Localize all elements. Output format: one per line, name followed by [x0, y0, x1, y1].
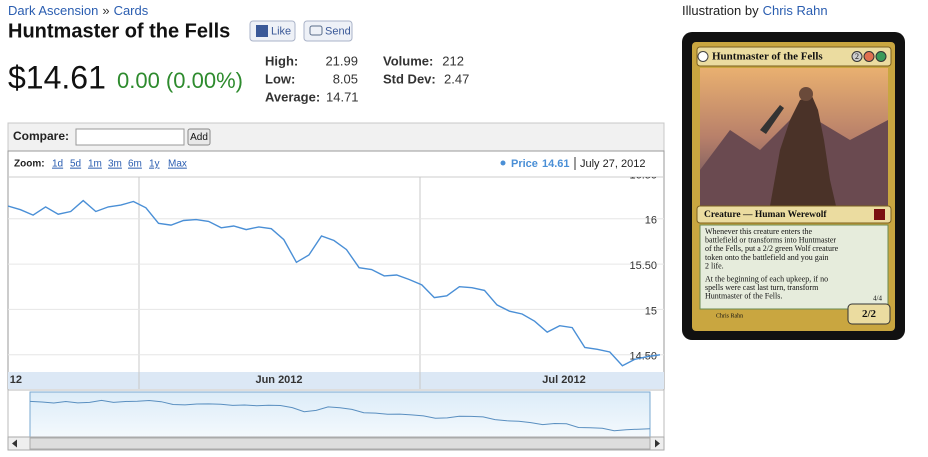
facebook-icon [256, 25, 268, 37]
zoom-option[interactable]: 1y [149, 159, 160, 170]
card-rules-line: Huntmaster of the Fells. [705, 292, 782, 301]
illustration-label: Illustration by [682, 3, 759, 18]
like-label[interactable]: Like [271, 25, 291, 37]
x-axis-band [8, 372, 664, 389]
legend-value: 14.61 [542, 158, 570, 170]
zoom-label: Zoom: [14, 159, 45, 170]
card-text-box [699, 224, 889, 310]
scroll-thumb[interactable] [29, 437, 651, 450]
stat-label: High: [265, 53, 298, 68]
card-rules-line: token onto the battlefield and you gain [705, 253, 829, 262]
breadcrumb: Dark Ascension » Cards [8, 3, 149, 18]
legend-name: Price [511, 158, 538, 170]
transform-icon [697, 51, 709, 62]
send-icon [309, 25, 323, 36]
legend-dot [500, 160, 506, 166]
mana-red [863, 51, 875, 62]
zoom-option[interactable]: 6m [128, 159, 142, 170]
stat-label: Low: [265, 71, 295, 86]
art-head [799, 87, 813, 101]
y-tick-label: 16.50 [629, 169, 657, 181]
stat-value: 2.47 [444, 71, 469, 86]
artist-link[interactable]: Chris Rahn [763, 3, 828, 18]
scroll-left[interactable] [12, 439, 17, 448]
card-title: Huntmaster of the Fells [8, 20, 230, 42]
add-label[interactable]: Add [190, 132, 208, 143]
price-change: 0.00 (0.00%) [117, 68, 243, 93]
card-back-pt: 4/4 [873, 295, 882, 303]
zoom-option[interactable]: 5d [70, 159, 81, 170]
y-tick-label: 14.50 [629, 351, 657, 363]
card-type-line: Creature — Human Werewolf [704, 210, 827, 220]
navigator-line [29, 399, 651, 432]
art-axe [760, 105, 784, 134]
compare-input[interactable] [75, 128, 185, 146]
card-image: Huntmaster of the Fells 2 Creature — Human… [682, 32, 905, 340]
card-title-bar [696, 46, 892, 67]
card-type-bar [696, 205, 892, 224]
x-tick-label: 12 [10, 374, 22, 386]
add-button[interactable] [187, 128, 211, 146]
zoom-option[interactable]: 3m [108, 159, 122, 170]
y-tick-label: 15.50 [629, 260, 657, 272]
card-name: Huntmaster of the Fells [712, 51, 823, 63]
stat-value: 14.71 [326, 89, 359, 104]
breadcrumb-link[interactable]: Cards [114, 3, 149, 18]
mana-green [875, 51, 887, 62]
card-rules-line: At the beginning of each upkeep, if no [705, 274, 828, 283]
mana-generic [851, 51, 863, 62]
card-artist: Chris Rahn [716, 313, 743, 319]
card-rules-line: Whenever this creature enters the [705, 227, 813, 236]
stat-label: Volume: [383, 53, 433, 68]
breadcrumb-link[interactable]: Dark Ascension [8, 3, 98, 18]
legend-date: July 27, 2012 [580, 158, 645, 170]
scroll-right[interactable] [655, 439, 660, 448]
breadcrumb-separator: » [102, 3, 109, 18]
y-tick-label: 16 [645, 215, 657, 227]
card-rules-line: 2 life. [705, 262, 724, 271]
stat-label: Average: [265, 89, 320, 104]
stat-value: 21.99 [325, 53, 358, 68]
illustration-credit: Illustration by Chris Rahn [682, 3, 828, 18]
stat-value: 8.05 [333, 71, 358, 86]
zoom-option[interactable]: 1m [88, 159, 102, 170]
card-rules-line: battlefield or transforms into Huntmaste… [705, 236, 836, 245]
zoom-option[interactable]: 1d [52, 159, 63, 170]
price-line [8, 199, 661, 367]
card-rules-line: of the Fells, put a 2/2 green Wolf creat… [705, 244, 839, 253]
compare-label: Compare: [13, 129, 69, 143]
navigator-window[interactable] [29, 391, 651, 438]
y-tick-label: 15 [645, 305, 657, 317]
card-pt-box [847, 303, 891, 325]
art-figure [770, 96, 836, 206]
chart-frame [7, 150, 665, 391]
card-pt: 2/2 [862, 308, 877, 320]
stat-label: Std Dev: [383, 71, 436, 86]
send-label[interactable]: Send [325, 25, 351, 37]
stat-value: 212 [442, 53, 464, 68]
x-tick-label: Jul 2012 [542, 374, 585, 386]
x-tick-label: Jun 2012 [255, 374, 302, 386]
zoom-option[interactable]: Max [168, 159, 187, 170]
card-mana-cost: 2 [855, 52, 859, 61]
card-rules-line: spells were cast last turn, transform [705, 283, 819, 292]
set-symbol [874, 209, 885, 220]
price: $14.61 [8, 59, 106, 95]
plot-area: 14.50 15 15.50 16 16.50 [8, 169, 664, 367]
